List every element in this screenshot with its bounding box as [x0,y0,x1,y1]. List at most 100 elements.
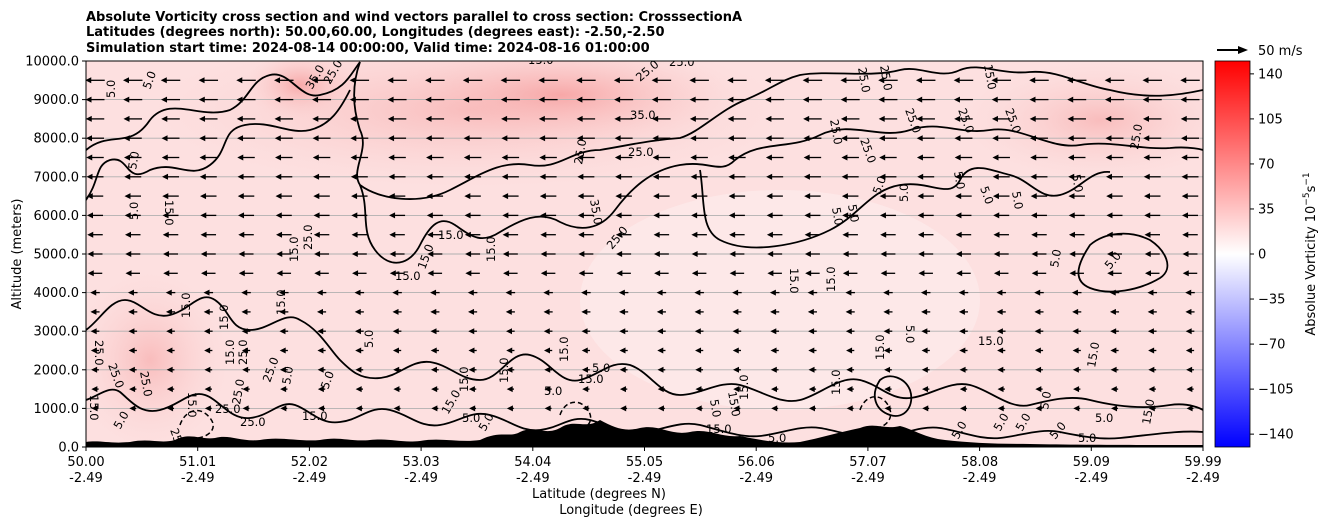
wind-arrow [997,386,1005,393]
contour-label-25u: 25.0 [1127,123,1145,151]
wind-arrow [90,328,100,335]
wind-arrow [1148,386,1156,393]
wind-arrow [657,405,665,412]
wind-arrow [238,212,255,219]
contour-label-15r: 15.0 [87,395,101,421]
contour-label-5d: 5.0 [127,202,141,220]
contour-label-25n: 25.0 [240,415,266,429]
gridlines [86,99,1203,409]
wind-arrow [1034,308,1044,315]
wind-arrow [689,96,709,103]
wind-arrow [808,328,817,335]
wind-arrow [884,386,892,393]
x-tick-label-lat: 53.03 [402,455,439,470]
wind-arrow [616,270,631,277]
wind-arrow [576,77,596,84]
wind-arrow [318,405,325,412]
wind-arrow [502,231,519,238]
wind-arrow [916,96,936,103]
contour-label-5l: 5.0 [845,203,862,223]
colorbar-tick-label: 35 [1258,202,1275,217]
x-tick-label-lon: -2.49 [628,471,662,486]
wind-arrow [581,289,591,296]
wind-arrow [619,328,628,335]
contour-label-5w: 5.0 [1078,431,1096,445]
wind-arrow [393,405,401,412]
contour-label-5u: 5.0 [903,325,917,343]
wind-arrow [959,366,968,373]
wind-arrow [469,405,477,412]
wind-arrow [426,212,443,219]
wind-arrow [129,386,137,393]
wind-arrow [992,173,1010,180]
wind-arrow [619,347,628,354]
wind-arrow [1073,405,1081,412]
wind-arrow [125,251,141,257]
wind-arrow [124,154,142,161]
wind-arrow [355,347,364,354]
wind-arrow [1185,308,1195,315]
contour-5-lower-a [86,388,1203,440]
wind-arrow [314,270,329,277]
wind-arrow [354,308,364,315]
wind-arrow [1072,366,1081,373]
wind-arrow [123,115,143,122]
wind-arrow [241,308,251,315]
wind-arrow [1181,193,1199,200]
contour-5-lower-b [873,375,913,417]
wind-arrow [770,328,779,335]
wind-arrow [1144,212,1161,219]
wind-arrow [917,212,934,219]
wind-arrow [916,154,935,161]
y-tick-label: 3000.0 [34,325,80,340]
wind-arrow [959,328,968,335]
wind-arrow [275,193,293,200]
wind-arrow [274,96,294,103]
wind-arrow [582,386,590,393]
wind-arrow [657,328,666,335]
contour-25-upper [86,61,361,151]
wind-arrow [276,251,292,257]
wind-arrow [991,77,1011,84]
wind-arrow [954,154,973,161]
wind-arrow [543,289,553,296]
wind-arrow [1182,231,1198,238]
wind-arrow [577,154,595,161]
wind-arrow [1069,251,1085,257]
wind-arrow [199,135,218,142]
wind-arrow [543,347,553,354]
wind-arrow [352,270,367,277]
wind-arrow [200,231,217,238]
contour-label-25v: 25.0 [855,66,873,94]
x-axis: 50.00-2.4951.01-2.4952.02-2.4953.03-2.49… [67,447,1222,486]
contour-label-15i: 15.0 [217,304,231,330]
chart-title-line-2: Latitudes (degrees north): 50.00,60.00, … [86,25,665,40]
wind-arrow [389,231,405,238]
wind-arrow [576,135,595,142]
wind-arrow [652,115,671,122]
wind-arrow [578,231,594,238]
contour-label-15q: 15.0 [302,409,328,423]
contour-label-25w: 25.0 [877,64,895,92]
wind-arrow [652,154,671,161]
wind-arrow [917,193,934,200]
wind-arrow [1180,115,1200,122]
wind-arrow [808,405,816,412]
wind-arrow [313,193,330,200]
wind-arrow [167,405,174,412]
wind-arrow [1186,386,1194,393]
wind-arrow [500,77,521,84]
wind-arrow [161,135,180,142]
wind-arrow [689,77,709,84]
x-tick-label-lat: 59.99 [1184,455,1221,470]
wind-arrow [128,347,137,354]
wind-arrow [313,231,330,238]
wind-arrow [1068,212,1085,219]
wind-arrow [733,386,741,393]
wind-arrow [841,193,859,200]
wind-arrow [280,386,288,393]
wind-arrow [1181,154,1199,161]
wind-arrow [615,231,632,238]
wind-arrow [242,366,250,373]
wind-arrow [506,386,515,393]
